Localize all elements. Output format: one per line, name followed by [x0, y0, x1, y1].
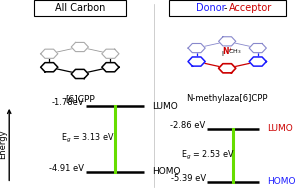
Polygon shape — [102, 49, 119, 58]
Polygon shape — [102, 63, 119, 72]
Text: LUMO: LUMO — [152, 101, 178, 111]
Polygon shape — [249, 57, 266, 66]
Text: LUMO: LUMO — [267, 124, 293, 133]
Polygon shape — [71, 42, 88, 52]
FancyBboxPatch shape — [34, 0, 126, 16]
Text: [6]CPP: [6]CPP — [65, 94, 95, 103]
Polygon shape — [219, 64, 236, 73]
Text: +: + — [227, 47, 232, 52]
Text: E$_g$ = 3.13 eV: E$_g$ = 3.13 eV — [61, 132, 114, 145]
Polygon shape — [41, 63, 58, 72]
Text: Donor: Donor — [196, 3, 226, 13]
Polygon shape — [249, 43, 266, 53]
Polygon shape — [188, 57, 205, 66]
Text: All Carbon: All Carbon — [55, 3, 105, 13]
Text: -5.39 eV: -5.39 eV — [171, 174, 206, 183]
Text: HOMO: HOMO — [152, 167, 181, 176]
Text: Energy: Energy — [0, 130, 7, 159]
Text: -: - — [224, 3, 227, 13]
Text: -2.86 eV: -2.86 eV — [170, 121, 206, 130]
Text: I: I — [222, 51, 223, 57]
Polygon shape — [219, 37, 236, 46]
Text: Acceptor: Acceptor — [229, 3, 273, 13]
FancyBboxPatch shape — [169, 0, 286, 16]
Text: -1.78eV: -1.78eV — [52, 98, 84, 107]
Polygon shape — [41, 49, 58, 58]
Text: N-methylaza[6]CPP: N-methylaza[6]CPP — [186, 94, 268, 103]
Text: -4.91 eV: -4.91 eV — [49, 164, 84, 173]
Polygon shape — [188, 43, 205, 53]
Polygon shape — [71, 69, 88, 79]
Text: N: N — [222, 46, 229, 56]
Text: CH$_3$: CH$_3$ — [228, 47, 242, 56]
Text: HOMO: HOMO — [267, 177, 296, 186]
Text: E$_g$ = 2.53 eV: E$_g$ = 2.53 eV — [181, 149, 234, 162]
